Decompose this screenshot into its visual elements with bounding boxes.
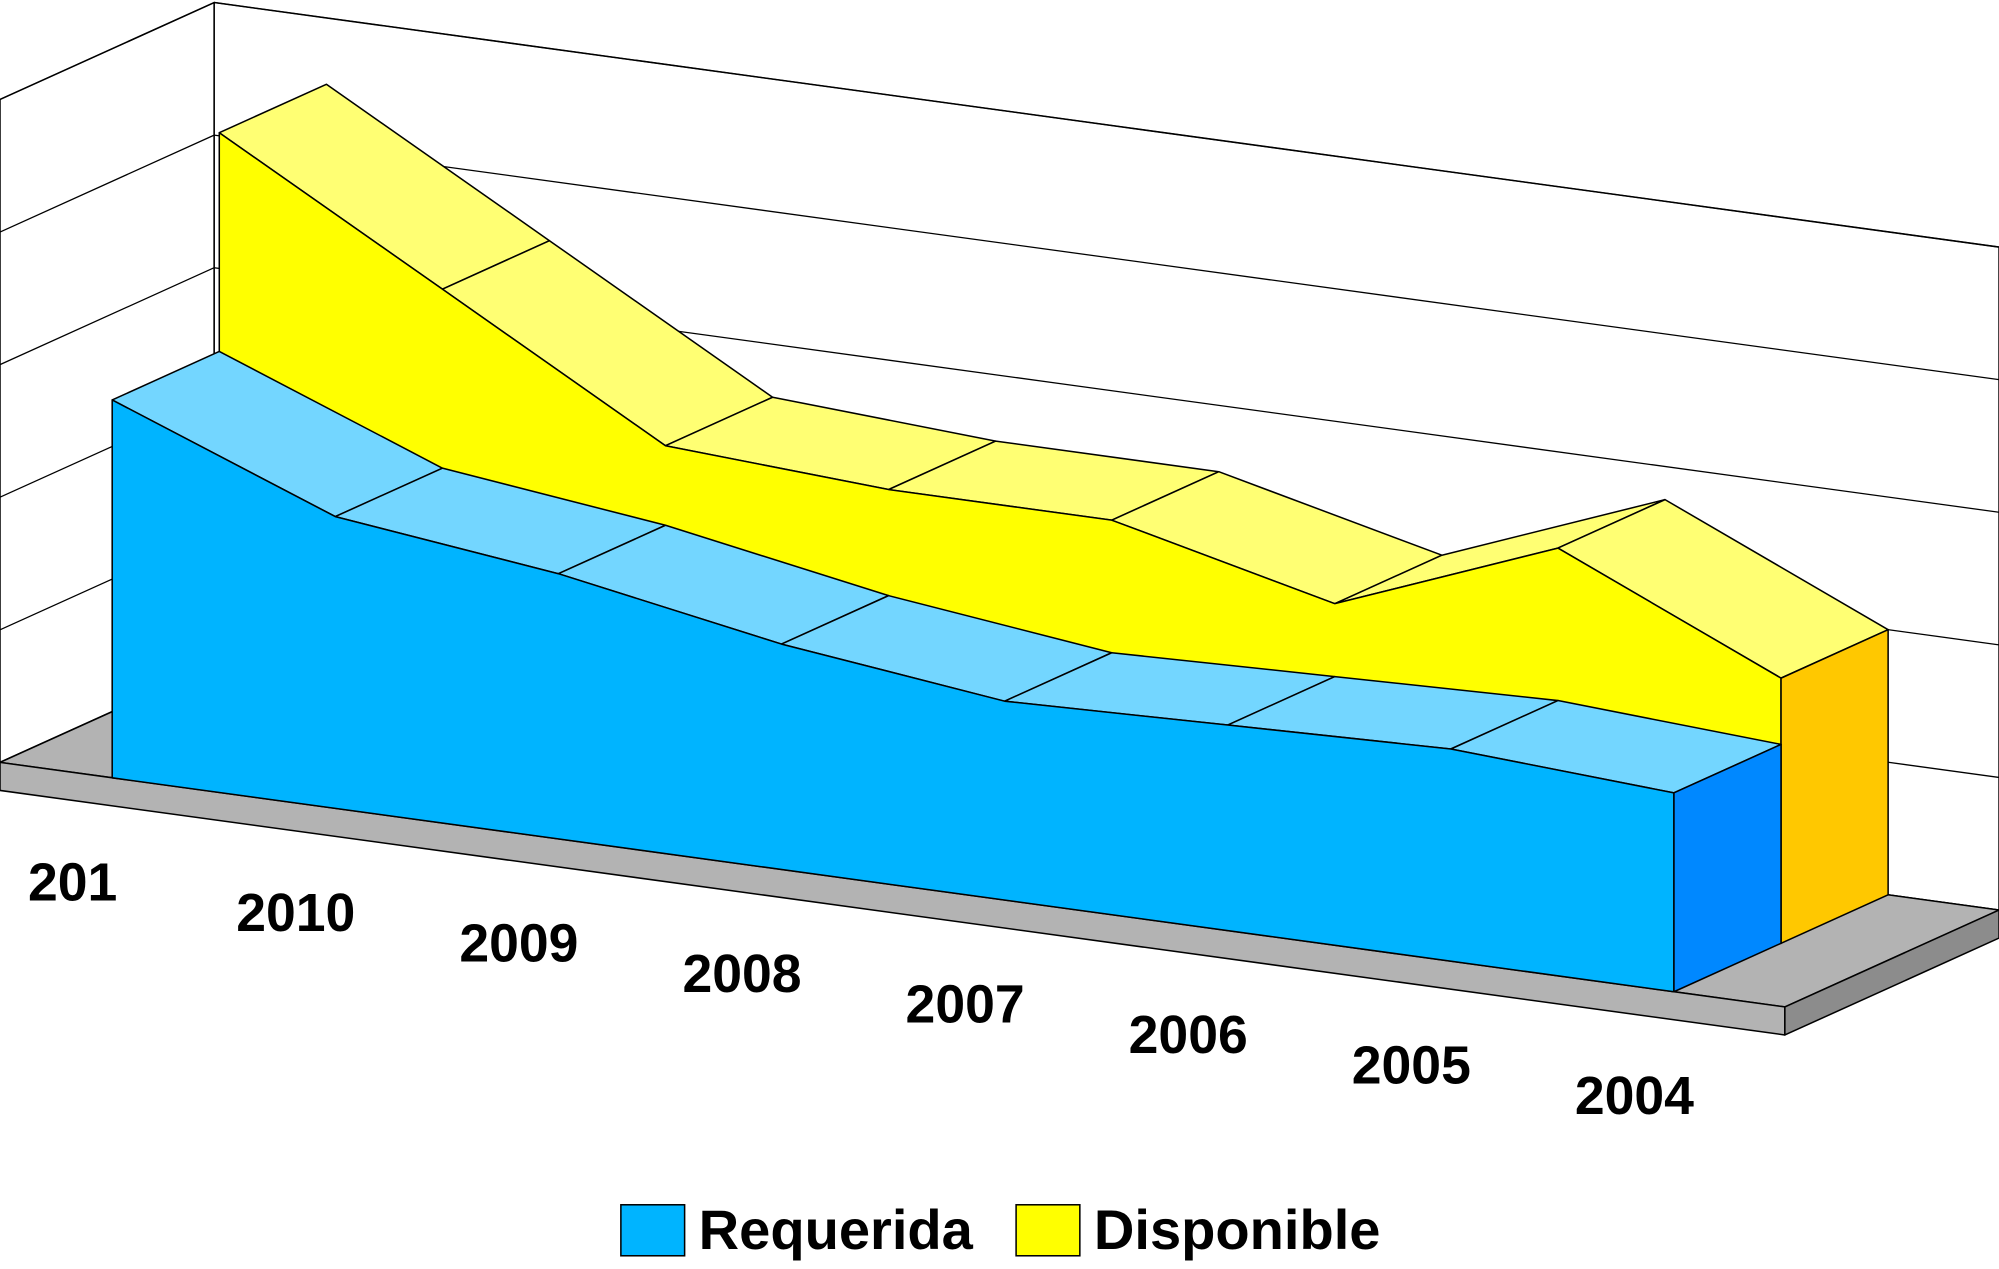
legend-label: Disponible (1094, 1198, 1381, 1261)
x-tick-label: 2005 (1352, 1037, 1471, 1096)
x-tick-label: 201 (28, 853, 117, 912)
x-tick-label: 2004 (1575, 1067, 1694, 1126)
grid-line (214, 1, 1999, 248)
x-tick-label: 2008 (682, 945, 801, 1004)
x-tick-label: 2006 (1129, 1006, 1248, 1065)
x-tick-label: 2007 (906, 976, 1025, 1035)
area-end-face (1673, 743, 1782, 993)
legend-swatch (620, 1204, 686, 1257)
area-front-face (111, 399, 1675, 993)
x-tick-label: 2010 (236, 884, 355, 943)
grid-line (0, 1, 215, 101)
x-tick-label: 2009 (459, 914, 578, 973)
floor-side (1784, 909, 1999, 1036)
area-end-face (1780, 628, 1889, 945)
legend-swatch (1015, 1204, 1081, 1257)
grid-line (214, 134, 1999, 381)
legend-label: Requerida (699, 1198, 974, 1261)
grid-line (0, 134, 215, 233)
grid-line (0, 267, 215, 366)
